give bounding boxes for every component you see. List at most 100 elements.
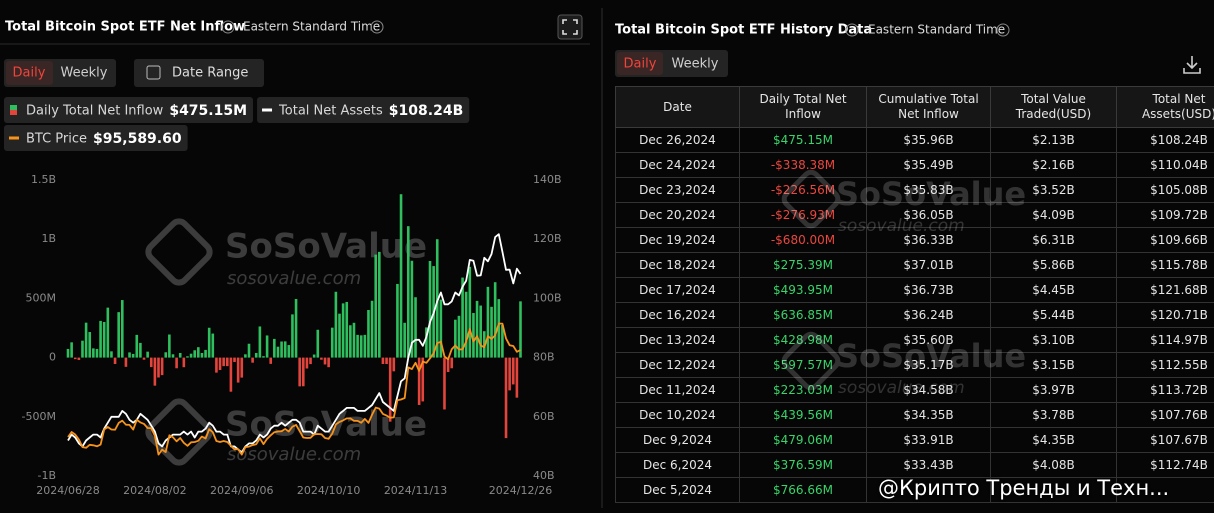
legend-label: Total Net Assets <box>278 104 383 119</box>
table-cell: $36.73B <box>866 277 991 303</box>
bar <box>352 322 356 358</box>
legend-item: BTC Price $95,589.60 <box>4 125 188 151</box>
table-cell: -$276.93M <box>739 202 867 228</box>
table-cell: Dec 6,2024 <box>615 452 740 478</box>
bar <box>378 251 381 358</box>
table-cell: $3.97B <box>990 377 1117 403</box>
bar <box>244 354 247 358</box>
table-cell: $33.43B <box>866 452 991 478</box>
legend-value: $475.15M <box>169 103 247 119</box>
table-cell: $428.98M <box>739 327 867 353</box>
tab[interactable]: Daily <box>13 66 46 81</box>
table-cell: Dec 20,2024 <box>615 202 740 228</box>
timezone: Eastern Standard Time <box>868 23 1005 37</box>
y2-tick-label: 140B <box>533 173 562 186</box>
table-cell: $33.91B <box>866 427 991 453</box>
info-icon[interactable] <box>996 23 1010 37</box>
bar <box>247 343 251 358</box>
table-cell: $107.67B <box>1116 427 1214 453</box>
table-cell: $3.15B <box>990 352 1117 378</box>
bar <box>193 350 196 358</box>
bar <box>461 277 464 358</box>
info-icon[interactable] <box>845 23 859 37</box>
column-header: Total Net Assets(USD) <box>1116 86 1214 128</box>
download-icon[interactable] <box>1183 56 1201 74</box>
watermark-brand: SoSoValue <box>225 227 427 267</box>
bar <box>88 332 92 358</box>
x-tick-label: 2024/08/02 <box>123 484 186 497</box>
bar <box>84 322 88 358</box>
bar <box>149 357 153 368</box>
panel-title: Total Bitcoin Spot ETF History Data <box>615 23 872 38</box>
table-cell: $36.05B <box>866 202 991 228</box>
table-row: Dec 18,2024 $275.39M $37.01B $5.86B $115.78B <box>615 252 1214 278</box>
bar <box>254 352 258 358</box>
bar <box>341 303 345 358</box>
bar <box>240 357 244 378</box>
bar <box>273 338 276 358</box>
tab-active[interactable] <box>6 61 53 85</box>
bar <box>312 354 316 358</box>
legend-item: Total Net Assets $108.24B <box>257 97 470 123</box>
bar <box>298 357 301 387</box>
line <box>67 233 522 454</box>
bar <box>142 357 146 360</box>
table-row: Dec 11,2024 $223.03M $34.58B $3.97B $113.72B <box>615 377 1214 403</box>
expand-button[interactable] <box>557 14 583 40</box>
legend-box <box>4 97 254 123</box>
table-cell: $34.58B <box>866 377 991 403</box>
bar <box>200 352 204 358</box>
x-tick-label: 2024/06/28 <box>36 484 99 497</box>
x-tick-label: 2024/09/06 <box>210 484 273 497</box>
bar <box>425 327 428 358</box>
bar <box>117 312 120 358</box>
bar <box>479 305 482 358</box>
table-cell: Dec 17,2024 <box>615 277 740 303</box>
bar <box>135 334 139 358</box>
table-cell: $3.10B <box>990 327 1117 353</box>
watermark-url: sosovalue.com <box>227 444 361 465</box>
bar <box>468 266 472 358</box>
bar <box>269 357 273 364</box>
table-cell: $121.68B <box>1116 277 1214 303</box>
info-icon[interactable] <box>370 20 384 34</box>
bar <box>276 346 280 358</box>
bar <box>309 357 312 365</box>
date-range-button[interactable] <box>134 59 264 87</box>
bar <box>349 325 352 358</box>
bar <box>236 357 240 383</box>
table-cell: $2.16B <box>990 152 1117 178</box>
bar <box>370 300 374 358</box>
legend-value: $108.24B <box>389 103 463 119</box>
bar <box>454 319 457 358</box>
table-row: Dec 13,2024 $428.98M $35.60B $3.10B $114.97B <box>615 327 1214 353</box>
table-row: Dec 16,2024 $636.85M $36.24B $5.44B $120.71B <box>615 302 1214 328</box>
bar <box>124 357 128 367</box>
bar <box>211 333 215 358</box>
bar <box>160 357 164 376</box>
bar <box>262 356 265 358</box>
table-cell: $376.59M <box>739 452 867 478</box>
timezone: Eastern Standard Time <box>243 20 380 34</box>
tab-active[interactable] <box>617 52 663 75</box>
bar <box>66 348 70 358</box>
tab[interactable]: Weekly <box>61 66 108 81</box>
bar <box>363 334 367 358</box>
info-icon[interactable] <box>221 20 235 34</box>
bar <box>414 297 417 358</box>
table-cell: -$226.56M <box>739 177 867 203</box>
tab[interactable]: Daily <box>624 57 657 72</box>
table-cell: Dec 18,2024 <box>615 252 740 278</box>
table-row: Dec 23,2024 -$226.56M $35.83B $3.52B $105.08… <box>615 177 1214 203</box>
table-cell: Dec 26,2024 <box>615 127 740 153</box>
bar <box>385 357 388 364</box>
bar <box>287 345 291 358</box>
y2-tick-label: 40B <box>533 469 555 482</box>
y-tick-label: 0 <box>49 351 56 364</box>
table-cell: $5.44B <box>990 302 1117 328</box>
date-range-label[interactable]: Date Range <box>172 66 248 81</box>
bar <box>316 329 320 358</box>
bar <box>406 226 410 358</box>
tab[interactable]: Weekly <box>672 57 719 72</box>
